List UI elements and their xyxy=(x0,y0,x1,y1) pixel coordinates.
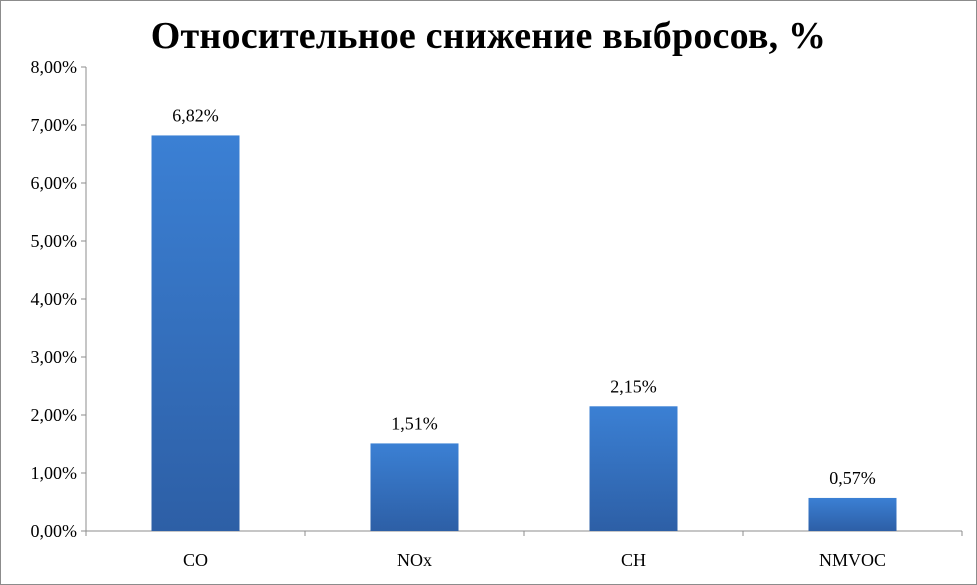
y-tick-label: 0,00% xyxy=(31,521,78,541)
category-label-ch: CH xyxy=(621,550,646,570)
data-label-nmvoc: 0,57% xyxy=(829,468,876,488)
category-label-co: CO xyxy=(183,550,208,570)
y-tick-label: 2,00% xyxy=(31,405,78,425)
bar-nox xyxy=(370,443,459,531)
category-label-nmvoc: NMVOC xyxy=(819,550,886,570)
data-label-co: 6,82% xyxy=(172,105,219,125)
chart-title: Относительное снижение выбросов, % xyxy=(150,15,827,57)
y-tick-label: 4,00% xyxy=(31,289,78,309)
y-tick-label: 1,00% xyxy=(31,463,78,483)
y-tick-label: 8,00% xyxy=(31,57,78,77)
bar-nmvoc xyxy=(808,497,897,531)
y-tick-label: 3,00% xyxy=(31,347,78,367)
bar-co xyxy=(151,135,240,531)
labels: 6,82% CO 1,51% NOx 2,15% CH 0,57% NMVOC xyxy=(172,105,886,570)
bar-ch xyxy=(589,406,678,531)
data-label-nox: 1,51% xyxy=(391,413,438,433)
y-tick-label: 6,00% xyxy=(31,173,78,193)
y-tick-label: 5,00% xyxy=(31,231,78,251)
data-label-ch: 2,15% xyxy=(610,376,657,396)
category-label-nox: NOx xyxy=(397,550,432,570)
y-tick-label: 7,00% xyxy=(31,115,78,135)
bars xyxy=(151,135,897,531)
